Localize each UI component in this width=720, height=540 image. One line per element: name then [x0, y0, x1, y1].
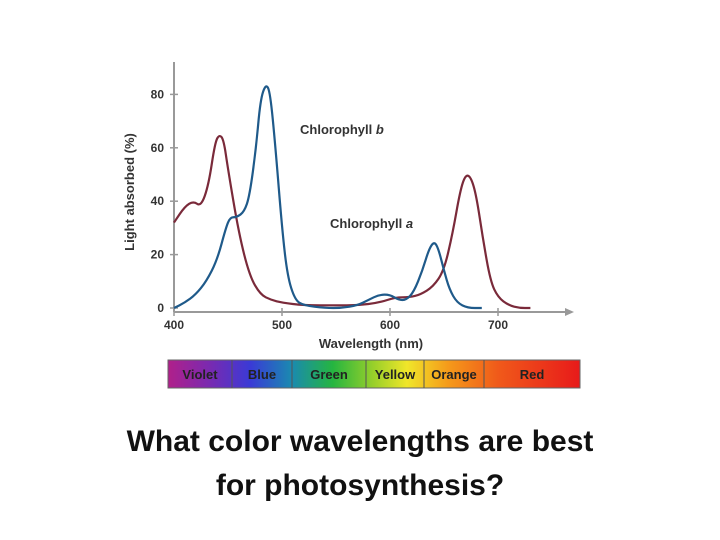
y-tick-label: 60: [151, 141, 165, 155]
band-label-violet: Violet: [182, 367, 218, 382]
y-tick-label: 80: [151, 87, 165, 101]
x-axis-title: Wavelength (nm): [319, 336, 423, 351]
x-axis-arrow: [565, 308, 574, 316]
band-label-orange: Orange: [431, 367, 477, 382]
absorption-chart: 0 20 40 60 80 400 500 600 700 Light absorbed (%…: [122, 62, 581, 389]
x-tick-label: 500: [272, 318, 292, 332]
question-text: What color wavelengths are best for phot…: [0, 420, 720, 508]
y-tick-label: 20: [151, 248, 165, 262]
y-tick-label: 40: [151, 194, 165, 208]
chlorophyll-b-line: [173, 85, 482, 310]
band-label-red: Red: [520, 367, 545, 382]
x-tick-label: 400: [164, 318, 184, 332]
chlorophyll-a-line: [173, 134, 531, 310]
chlorophyll-a-label: Chlorophyll a: [330, 216, 413, 231]
question-line-2: for photosynthesis?: [215, 469, 505, 502]
band-label-blue: Blue: [248, 367, 276, 382]
band-label-yellow: Yellow: [375, 367, 416, 382]
spectrum-bar: [167, 359, 581, 389]
chlorophyll-b-label: Chlorophyll b: [300, 122, 384, 137]
band-label-green: Green: [310, 367, 348, 382]
y-tick-label: 0: [157, 301, 164, 315]
x-tick-label: 600: [380, 318, 400, 332]
y-axis-title: Light absorbed (%): [122, 133, 137, 251]
x-tick-label: 700: [488, 318, 508, 332]
question-line-1: What color wavelengths are best: [126, 425, 594, 458]
